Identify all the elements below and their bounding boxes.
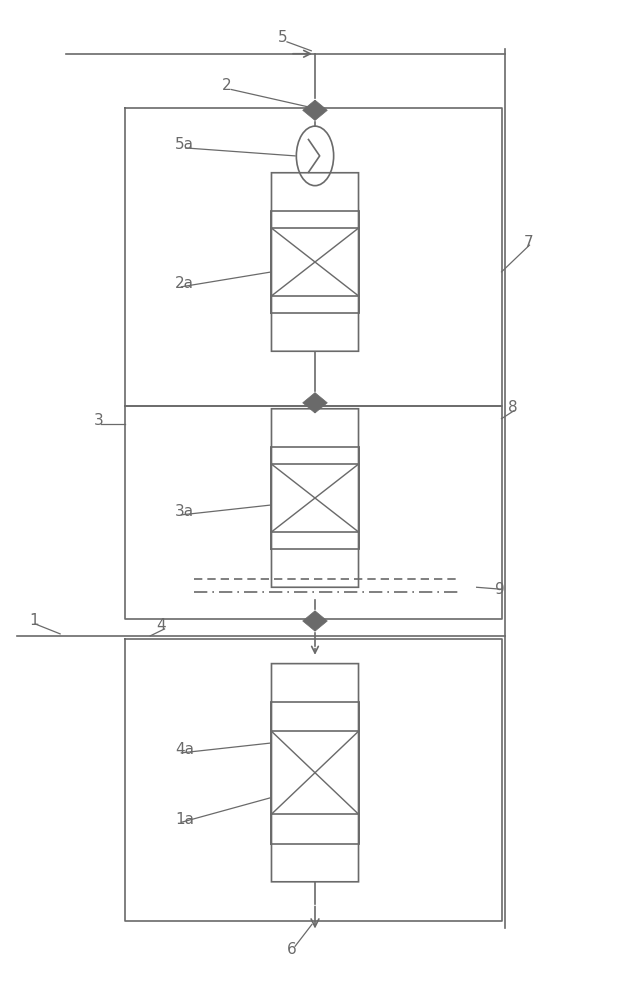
Text: 9: 9 (495, 582, 505, 597)
Text: 1: 1 (29, 613, 38, 628)
Polygon shape (315, 611, 328, 631)
Polygon shape (315, 100, 328, 120)
Polygon shape (302, 100, 315, 120)
Text: 3a: 3a (175, 504, 194, 519)
Text: 5a: 5a (175, 137, 194, 152)
Text: 4: 4 (156, 618, 166, 633)
FancyBboxPatch shape (272, 409, 358, 587)
FancyBboxPatch shape (272, 664, 358, 882)
FancyBboxPatch shape (272, 173, 358, 351)
Text: 1a: 1a (175, 812, 194, 827)
Polygon shape (315, 393, 328, 413)
Text: 5: 5 (278, 30, 287, 45)
Text: 2: 2 (222, 78, 231, 93)
Text: 6: 6 (287, 942, 297, 957)
Text: 4a: 4a (175, 742, 194, 757)
Polygon shape (302, 611, 315, 631)
Text: 3: 3 (94, 413, 104, 428)
Text: 7: 7 (524, 235, 533, 250)
Text: 8: 8 (508, 400, 517, 415)
Text: 2a: 2a (175, 276, 194, 291)
Polygon shape (302, 393, 315, 413)
